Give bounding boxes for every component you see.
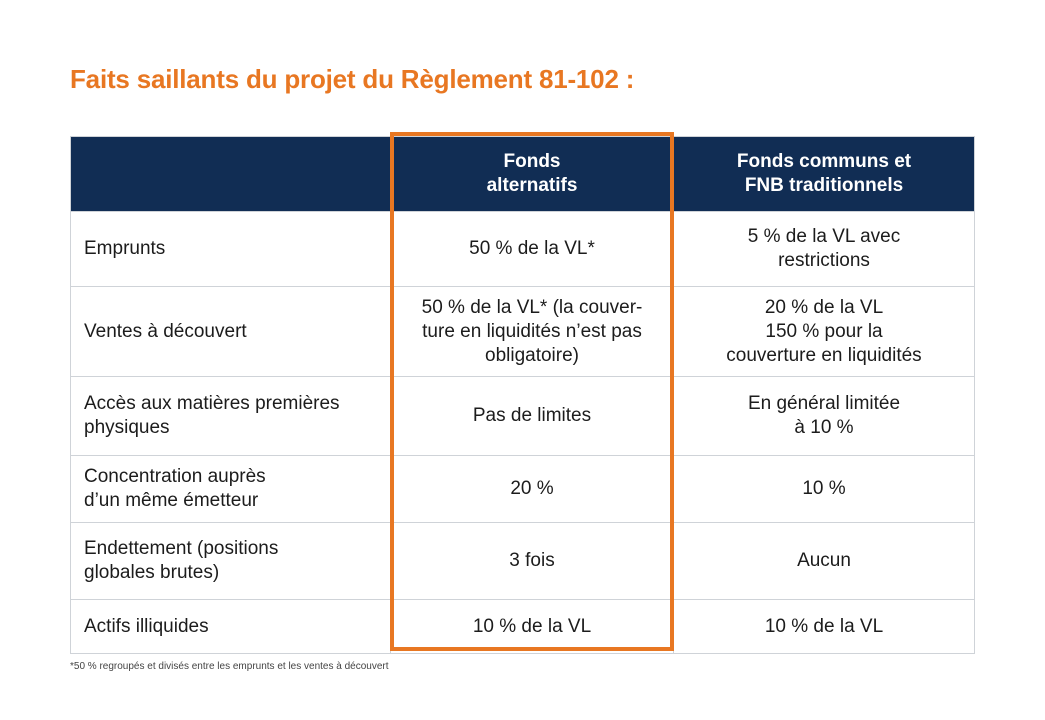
row-label: Emprunts [70,211,391,287]
traditional-funds-cell: 20 % de la VL 150 % pour la couverture en … [673,286,975,377]
traditional-funds-cell: En général limitée à 10 % [673,376,975,456]
table-row: Endettement (positions globales brutes) 3… [70,522,975,600]
header-alternative-funds: Fonds alternatifs [390,136,674,212]
table-row: Actifs illiquides 10 % de la VL 10 % de … [70,599,975,654]
table-row: Accès aux matières premières physiques Pa… [70,376,975,456]
alternative-funds-cell: 50 % de la VL* [390,211,674,287]
alternative-funds-cell: 3 fois [390,522,674,600]
row-label: Concentration auprès d’un même émetteur [70,455,391,523]
traditional-funds-cell: 10 % de la VL [673,599,975,654]
page-title: Faits saillants du projet du Règlement 8… [70,64,635,94]
traditional-funds-cell: 10 % [673,455,975,523]
comparison-table: Fonds alternatifs Fonds communs et FNB tra… [70,136,975,654]
traditional-funds-cell: 5 % de la VL avec restrictions [673,211,975,287]
alternative-funds-cell: 20 % [390,455,674,523]
table-header-row: Fonds alternatifs Fonds communs et FNB tra… [70,136,975,212]
header-empty-cell [70,136,391,212]
alternative-funds-cell: 10 % de la VL [390,599,674,654]
row-label: Actifs illiquides [70,599,391,654]
table-row: Ventes à découvert 50 % de la VL* (la co… [70,286,975,377]
row-label: Accès aux matières premières physiques [70,376,391,456]
footnote: *50 % regroupés et divisés entre les emp… [70,661,389,672]
traditional-funds-cell: Aucun [673,522,975,600]
row-label: Endettement (positions globales brutes) [70,522,391,600]
header-traditional-funds: Fonds communs et FNB traditionnels [673,136,975,212]
alternative-funds-cell: Pas de limites [390,376,674,456]
alternative-funds-cell: 50 % de la VL* (la couver-ture en liquid… [390,286,674,377]
table-row: Emprunts 50 % de la VL* 5 % de la VL ave… [70,211,975,287]
table-row: Concentration auprès d’un même émetteur 2… [70,455,975,523]
row-label: Ventes à découvert [70,286,391,377]
